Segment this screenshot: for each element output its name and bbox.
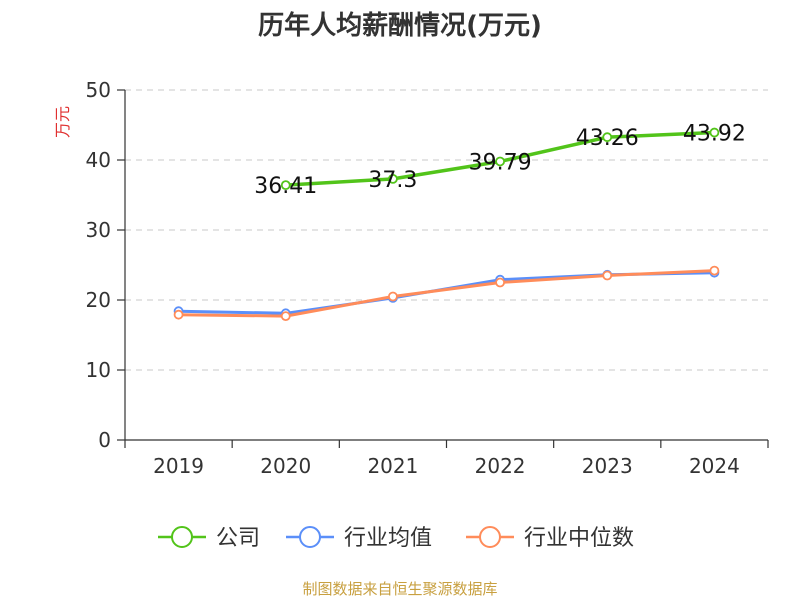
- legend-marker: [299, 526, 321, 548]
- legend-item[interactable]: 行业均值: [286, 526, 432, 551]
- data-label: 37.3: [368, 168, 417, 193]
- y-tick-label: 20: [86, 288, 111, 312]
- data-point: [709, 127, 720, 138]
- data-point: [602, 270, 613, 281]
- chart-title: 历年人均薪酬情况(万元): [258, 10, 542, 41]
- data-label: 43.92: [683, 122, 746, 147]
- legend-marker: [479, 526, 501, 548]
- series: [173, 127, 720, 322]
- data-point: [173, 309, 184, 320]
- legend[interactable]: 公司 行业均值 行业中位数: [158, 526, 634, 551]
- y-tick-label: 50: [86, 78, 111, 102]
- y-tick-label: 40: [86, 148, 111, 172]
- y-tick-label: 0: [98, 428, 111, 452]
- x-tick-label: 2020: [260, 454, 311, 478]
- data-point: [280, 311, 291, 322]
- legend-label: 行业中位数: [524, 526, 634, 551]
- data-point: [709, 265, 720, 276]
- legend-item[interactable]: 公司: [158, 526, 260, 551]
- data-labels: 36.41 37.3 39.79 43.26 43.92: [254, 122, 746, 200]
- data-point: [602, 132, 613, 143]
- legend-marker: [171, 526, 193, 548]
- legend-label: 公司: [216, 526, 260, 551]
- y-tick-label: 30: [86, 218, 111, 242]
- y-axis-label: 万元: [53, 106, 72, 138]
- data-point: [495, 156, 505, 167]
- axes: 0 10 20 30 40 50 2019 2020 2021 2022 2023 2024: [86, 78, 769, 478]
- x-tick-label: 2019: [153, 454, 204, 478]
- series-line: [178, 269, 715, 318]
- data-point: [388, 291, 398, 302]
- data-label: 36.41: [254, 174, 317, 199]
- x-tick-label: 2022: [475, 454, 526, 478]
- x-tick-label: 2024: [689, 454, 740, 478]
- data-point: [388, 173, 398, 184]
- grid: [125, 89, 768, 371]
- legend-label: 行业均值: [344, 526, 432, 551]
- y-tick-label: 10: [86, 358, 111, 382]
- x-tick-label: 2021: [367, 454, 418, 478]
- data-label: 43.26: [576, 126, 639, 151]
- data-point: [495, 277, 505, 288]
- source-note: 制图数据来自恒生聚源数据库: [302, 580, 497, 598]
- x-tick-label: 2023: [582, 454, 633, 478]
- series-line: [178, 271, 715, 315]
- data-point: [280, 180, 291, 191]
- data-label: 39.79: [469, 150, 532, 175]
- legend-item[interactable]: 行业中位数: [466, 526, 634, 551]
